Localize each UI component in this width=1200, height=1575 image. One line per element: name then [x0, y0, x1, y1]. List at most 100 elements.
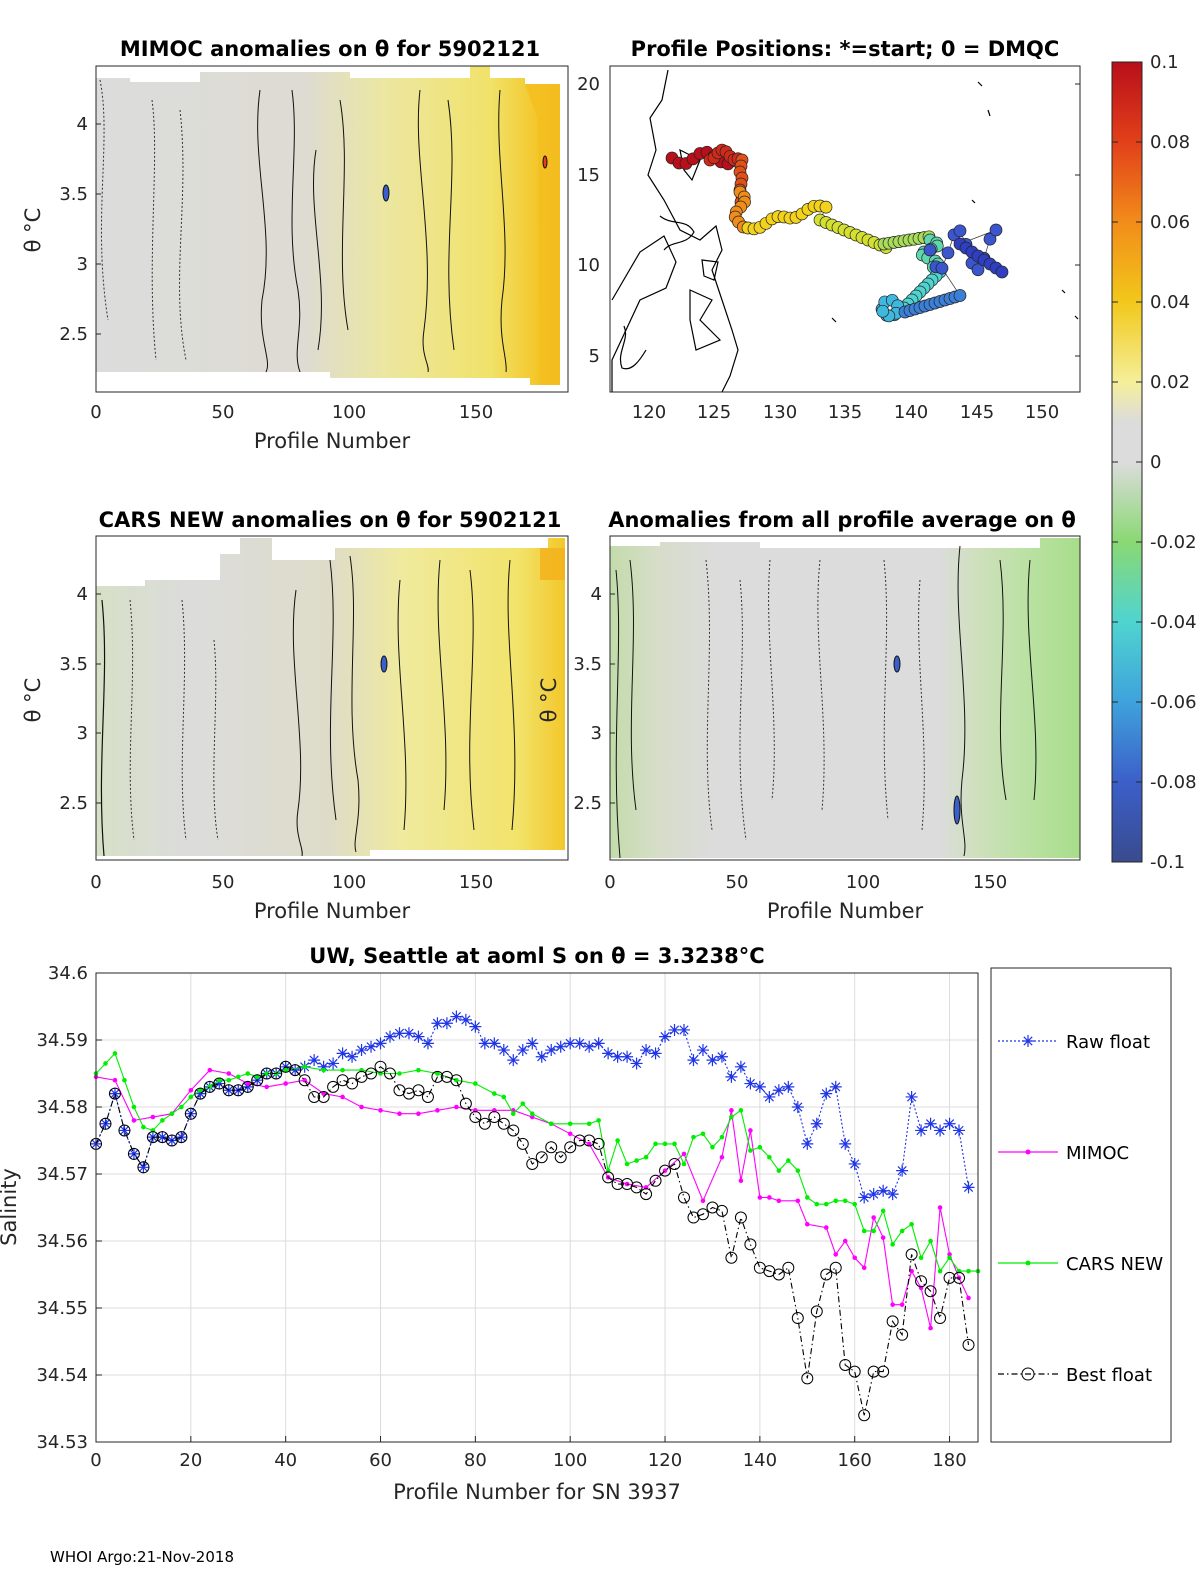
cars-anomaly-panel: CARS NEW anomalies on θ for 5902121 2.5 … [21, 508, 569, 923]
cars-new-point [786, 1158, 791, 1163]
profile-position-marker [995, 265, 1009, 279]
raw-float-point [602, 1047, 615, 1060]
raw-float-point [99, 1117, 112, 1130]
raw-float-point [962, 1181, 975, 1194]
allavg-ytick: 2.5 [573, 793, 602, 814]
positions-xtick: 145 [960, 402, 994, 423]
best-float-point [734, 1211, 747, 1224]
best-float-point [592, 1137, 605, 1150]
raw-float-point [621, 1050, 634, 1063]
cars-new-point [615, 1138, 620, 1143]
profile-position-marker [983, 232, 997, 246]
raw-float-point [734, 1060, 747, 1073]
raw-float-point [156, 1131, 169, 1144]
raw-float-point [374, 1037, 387, 1050]
cars-new-point [216, 1077, 222, 1083]
raw-float-point [507, 1054, 520, 1067]
colorbar-tick-label: -0.04 [1150, 612, 1197, 633]
raw-float-point [763, 1090, 776, 1103]
cars-new-point [757, 1144, 763, 1150]
positions-ytick: 20 [577, 74, 600, 95]
raw-float-point [592, 1037, 605, 1050]
best-float-point [384, 1067, 396, 1080]
raw-float-point [659, 1030, 672, 1043]
legend-raw-label: Raw float [1066, 1032, 1150, 1053]
mimoc-point [150, 1114, 156, 1120]
cars-new-point [207, 1084, 213, 1090]
mimoc-xtick: 0 [90, 402, 101, 423]
positions-ytick: 5 [589, 346, 600, 367]
mimoc-point [937, 1205, 943, 1210]
cars-xtick: 100 [332, 872, 366, 893]
best-float-point [507, 1124, 520, 1137]
mimoc-point [890, 1302, 895, 1307]
best-float-point [108, 1087, 121, 1100]
x-tick-label: 140 [743, 1450, 777, 1471]
mimoc-point [871, 1215, 876, 1220]
colorbar-tick-label: 0.04 [1150, 292, 1190, 313]
cars-new-point [529, 1111, 535, 1116]
raw-float-point [545, 1044, 558, 1057]
cars-y-ticks: 2.5 3 3.5 4 [59, 584, 101, 814]
cars-new-point [567, 1121, 573, 1127]
cars-new-point [397, 1071, 402, 1076]
legend-raw-float: Raw float [998, 1032, 1150, 1053]
mimoc-point [795, 1198, 801, 1204]
y-tick-label: 34.57 [36, 1164, 88, 1185]
raw-float-point [336, 1047, 349, 1060]
x-tick-label: 120 [648, 1450, 682, 1471]
salinity-plot-frame [95, 972, 979, 1443]
mimoc-point [729, 1108, 734, 1113]
best-float-point [791, 1312, 804, 1325]
best-float-point [678, 1191, 690, 1204]
best-float-point [450, 1074, 463, 1087]
raw-float-point [905, 1090, 918, 1103]
best-float-point [953, 1271, 966, 1284]
profile-position-marker [941, 246, 955, 260]
cars-new-point [340, 1067, 345, 1073]
best-float-point [545, 1141, 558, 1154]
cars-panel-title: CARS NEW anomalies on θ for 5902121 [99, 508, 562, 532]
raw-float-point [450, 1010, 463, 1023]
cars-new-point [966, 1268, 971, 1274]
raw-float-point [801, 1137, 814, 1150]
allavg-plot-frame [609, 535, 1081, 861]
best-float-point [725, 1251, 738, 1264]
allavg-xtick: 0 [604, 872, 615, 893]
best-float-point [251, 1074, 264, 1087]
raw-float-point [573, 1037, 586, 1050]
positions-ytick: 10 [577, 255, 600, 276]
cars-new-point [662, 1141, 668, 1147]
cars-new-point [254, 1074, 260, 1080]
cars-plot-frame [95, 535, 569, 861]
best-float-point [696, 1208, 709, 1221]
cars-xtick: 0 [90, 872, 101, 893]
positions-xtick: 150 [1025, 402, 1059, 423]
footer-stamp: WHOI Argo:21-Nov-2018 [50, 1548, 234, 1566]
mimoc-point [188, 1087, 194, 1093]
colorbar-tick-label: 0.06 [1150, 212, 1190, 233]
cars-anomaly-field [96, 538, 565, 857]
best-float-point [270, 1067, 283, 1080]
y-tick-label: 34.55 [36, 1298, 88, 1319]
float-trajectory [665, 143, 1009, 323]
raw-float-point [896, 1164, 909, 1177]
raw-float-point [934, 1124, 947, 1137]
best-float-point [649, 1174, 662, 1187]
cars-ytick: 3.5 [59, 654, 88, 675]
legend-raw-marker [1022, 1035, 1034, 1047]
mimoc-point [928, 1325, 933, 1331]
cars-new-point [586, 1121, 592, 1127]
salinity-series [90, 1010, 981, 1422]
best-float-point [943, 1271, 956, 1284]
raw-float-point [526, 1037, 539, 1050]
y-tick-label: 34.6 [48, 963, 88, 984]
raw-float-point [649, 1047, 662, 1060]
raw-float-point [308, 1054, 321, 1067]
allavg-ylabel: θ °C [537, 678, 561, 723]
positions-ytick: 15 [577, 165, 600, 186]
mimoc-point [880, 1235, 886, 1240]
cars-new-point [283, 1067, 288, 1073]
best-float-point [640, 1188, 653, 1201]
